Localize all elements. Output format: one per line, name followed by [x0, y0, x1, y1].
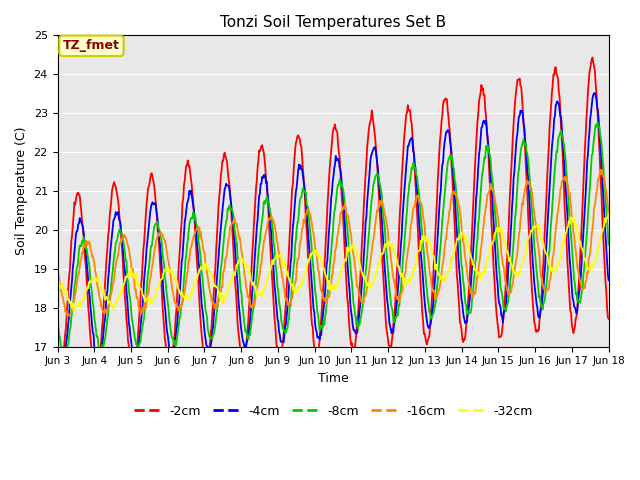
Line: -32cm: -32cm	[58, 214, 609, 311]
-16cm	[54, 266, 61, 272]
Title: Tonzi Soil Temperatures Set B: Tonzi Soil Temperatures Set B	[220, 15, 446, 30]
-4cm	[177, 272, 185, 278]
Text: TZ_fmet: TZ_fmet	[63, 39, 120, 52]
-32cm	[54, 283, 61, 288]
-8cm	[61, 354, 68, 360]
-8cm	[206, 335, 214, 341]
-4cm	[65, 321, 72, 326]
-4cm	[54, 348, 61, 354]
-8cm	[594, 120, 602, 126]
-16cm	[65, 313, 73, 319]
Line: -2cm: -2cm	[58, 58, 609, 379]
-8cm	[54, 317, 61, 323]
-2cm	[121, 295, 129, 301]
-8cm	[401, 235, 408, 240]
-16cm	[605, 210, 612, 216]
-4cm	[58, 366, 65, 372]
-8cm	[605, 241, 612, 247]
-16cm	[417, 200, 425, 206]
-32cm	[70, 308, 77, 313]
-8cm	[65, 341, 72, 347]
-2cm	[589, 55, 596, 60]
-16cm	[63, 312, 71, 317]
-4cm	[417, 251, 425, 256]
-2cm	[55, 376, 63, 382]
-4cm	[401, 182, 408, 188]
-32cm	[401, 276, 408, 281]
-2cm	[177, 228, 185, 234]
-32cm	[177, 292, 185, 298]
-16cm	[121, 234, 129, 240]
-4cm	[206, 346, 214, 351]
Line: -8cm: -8cm	[58, 123, 609, 357]
Y-axis label: Soil Temperature (C): Soil Temperature (C)	[15, 127, 28, 255]
-32cm	[63, 297, 71, 303]
Line: -4cm: -4cm	[58, 93, 609, 369]
-4cm	[605, 277, 612, 283]
Line: -16cm: -16cm	[58, 170, 609, 316]
-16cm	[206, 290, 214, 296]
-2cm	[417, 286, 425, 292]
-2cm	[605, 316, 612, 322]
-2cm	[401, 129, 408, 134]
-2cm	[54, 371, 61, 377]
-32cm	[605, 211, 612, 216]
-16cm	[401, 271, 408, 277]
-8cm	[121, 250, 129, 256]
-16cm	[177, 305, 185, 311]
X-axis label: Time: Time	[317, 372, 348, 385]
Legend: -2cm, -4cm, -8cm, -16cm, -32cm: -2cm, -4cm, -8cm, -16cm, -32cm	[129, 400, 537, 423]
-4cm	[121, 269, 129, 275]
-4cm	[591, 90, 598, 96]
-2cm	[65, 286, 72, 291]
-32cm	[121, 277, 129, 283]
-16cm	[596, 167, 604, 173]
-8cm	[417, 215, 425, 221]
-32cm	[206, 269, 214, 275]
-32cm	[417, 238, 425, 244]
-2cm	[206, 340, 214, 346]
-8cm	[177, 307, 185, 312]
